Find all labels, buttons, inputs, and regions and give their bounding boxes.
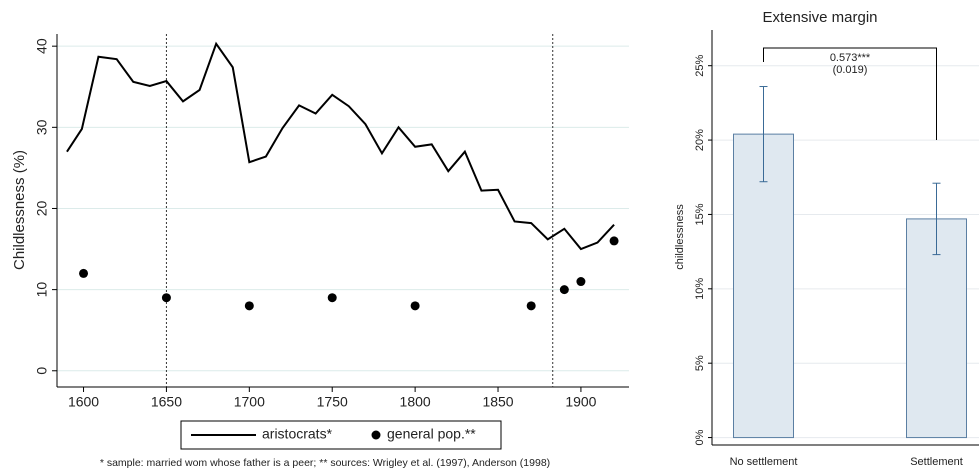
data-point [609,236,619,246]
x-tick-label: No settlement [730,456,798,468]
data-point [526,301,536,311]
annotation: (0.019) [833,64,868,76]
y-tick-label: 30 [34,119,50,135]
bar [906,218,967,439]
y-tick-label: 20% [694,129,706,151]
x-tick-label: 1650 [151,394,182,410]
legend-label: general pop.** [387,426,476,442]
y-tick-label: 5% [694,355,706,371]
data-point [559,285,569,295]
y-tick-label: 20 [34,200,50,216]
x-tick-label: 1600 [68,394,99,410]
y-tick-label: 10% [694,278,706,300]
x-tick-label: 1850 [482,394,513,410]
y-tick-label: 0 [34,367,50,375]
legend-label: aristocrats* [262,426,333,442]
x-tick-label: 1700 [234,394,265,410]
bar [733,133,794,439]
data-point [327,293,337,303]
y-tick-label: 25% [694,54,706,76]
footnote: * sample: married wom whose father is a … [100,457,550,469]
x-tick-label: Settlement [910,456,963,468]
y-tick-label: 10 [34,282,50,298]
data-point [161,293,171,303]
data-point [576,277,586,287]
x-tick-label: 1900 [565,394,596,410]
data-point [244,301,254,311]
annotation: 0.573*** [830,52,871,64]
y-axis-label: Childlessness (%) [11,150,28,270]
x-tick-label: 1750 [317,394,348,410]
data-point [79,268,89,278]
y-axis-label: childlessness [674,204,686,270]
data-line [66,41,615,251]
x-tick-label: 1800 [400,394,431,410]
y-tick-label: 15% [694,203,706,225]
legend-swatch [371,430,381,440]
y-tick-label: 40 [34,38,50,54]
data-point [410,301,420,311]
chart-title: Extensive margin [762,9,877,26]
y-tick-label: 0% [694,429,706,445]
significance-bracket [763,47,937,140]
